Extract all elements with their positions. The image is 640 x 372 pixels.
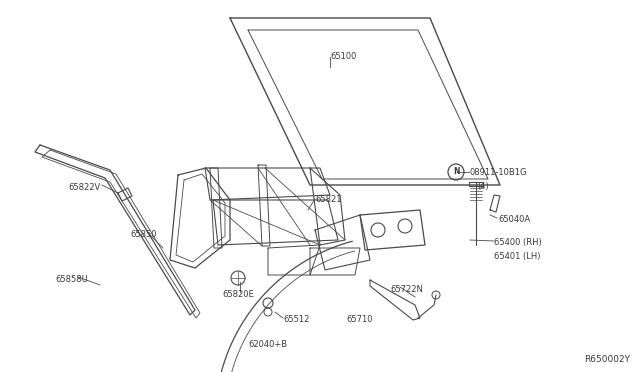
Text: 65858U: 65858U xyxy=(55,275,88,284)
Text: 65512: 65512 xyxy=(283,315,309,324)
Text: 65822V: 65822V xyxy=(68,183,100,192)
Text: 65401 (LH): 65401 (LH) xyxy=(494,252,541,261)
Text: 62040+B: 62040+B xyxy=(248,340,287,349)
Text: 65821: 65821 xyxy=(315,195,342,204)
Text: 65850: 65850 xyxy=(130,230,157,239)
Text: 65040A: 65040A xyxy=(498,215,530,224)
Text: 65710: 65710 xyxy=(346,315,372,324)
Text: 08911-10B1G: 08911-10B1G xyxy=(470,168,527,177)
Text: 65100: 65100 xyxy=(330,52,356,61)
Text: 65400 (RH): 65400 (RH) xyxy=(494,238,541,247)
Text: N: N xyxy=(452,167,460,176)
Text: 65820E: 65820E xyxy=(222,290,253,299)
Text: 65722N: 65722N xyxy=(390,285,423,294)
Text: R650002Y: R650002Y xyxy=(584,355,630,364)
Text: (4): (4) xyxy=(477,182,489,191)
